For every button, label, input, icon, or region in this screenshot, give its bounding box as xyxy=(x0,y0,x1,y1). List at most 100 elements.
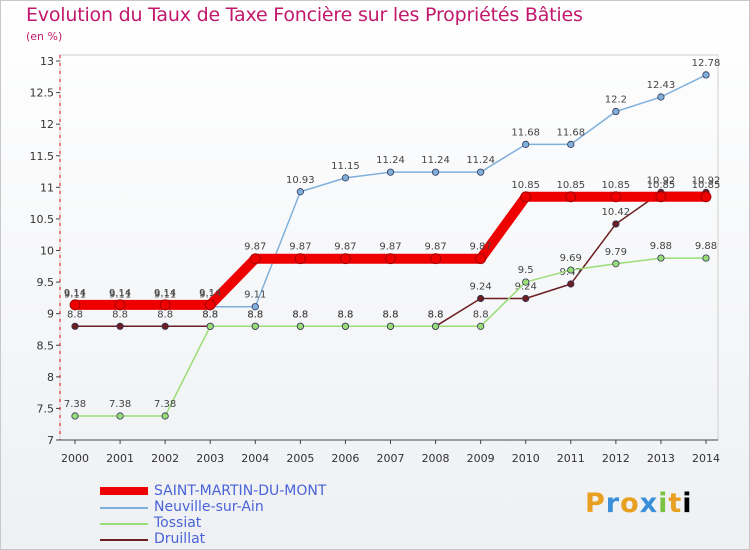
data-label-tossiat: 9.88 xyxy=(650,241,672,252)
legend-label-tossiat: Tossiat xyxy=(154,515,202,531)
data-point-neuville-sur-ain xyxy=(341,174,350,182)
x-tick-label: 2013 xyxy=(647,452,675,465)
data-point-neuville-sur-ain xyxy=(296,188,304,196)
logo-letter: o xyxy=(620,488,640,519)
data-point-neuville-sur-ain xyxy=(477,168,485,176)
data-label-tossiat: 8.8 xyxy=(292,309,308,320)
data-point-saint-martin-du-mont xyxy=(294,253,306,265)
data-point-saint-martin-du-mont xyxy=(565,191,577,203)
logo-letter: t xyxy=(668,488,683,519)
data-label-tossiat: 8.8 xyxy=(337,309,353,320)
data-point-tossiat xyxy=(341,322,350,330)
data-point-saint-martin-du-mont xyxy=(204,299,216,311)
data-label-druillat: 8.8 xyxy=(157,309,173,320)
data-label-saint-martin-du-mont: 10.85 xyxy=(511,180,540,191)
data-label-saint-martin-du-mont: 9.14 xyxy=(199,288,221,299)
data-point-saint-martin-du-mont xyxy=(69,299,81,311)
data-label-tossiat: 8.8 xyxy=(383,309,399,320)
data-label-saint-martin-du-mont: 9.87 xyxy=(379,242,401,253)
data-label-tossiat: 9.69 xyxy=(560,253,582,264)
chart-title: Evolution du Taux de Taxe Foncière sur l… xyxy=(26,4,583,26)
logo-letter: r xyxy=(605,488,621,519)
data-point-neuville-sur-ain xyxy=(522,140,530,148)
x-tick-label: 2003 xyxy=(196,452,224,465)
y-tick-label: 12 xyxy=(40,118,54,131)
data-point-neuville-sur-ain xyxy=(567,140,575,148)
data-label-druillat: 8.8 xyxy=(112,309,128,320)
data-point-tossiat xyxy=(522,278,530,286)
data-label-neuville-sur-ain: 9.11 xyxy=(154,290,176,301)
logo-letter: i xyxy=(682,488,693,519)
data-label-druillat: 10.42 xyxy=(602,207,631,218)
data-label-druillat: 10.92 xyxy=(647,175,676,186)
data-point-druillat xyxy=(522,294,530,303)
data-label-tossiat: 7.38 xyxy=(64,399,86,410)
data-label-saint-martin-du-mont: 10.85 xyxy=(692,180,721,191)
series-line-tossiat xyxy=(74,257,707,417)
data-label-neuville-sur-ain: 9.11 xyxy=(244,290,266,301)
y-tick-label: 8.5 xyxy=(37,339,55,352)
data-label-saint-martin-du-mont: 9.14 xyxy=(64,288,86,299)
data-label-neuville-sur-ain: 11.24 xyxy=(466,155,495,166)
data-label-neuville-sur-ain: 11.24 xyxy=(421,155,450,166)
data-label-tossiat: 7.38 xyxy=(109,399,131,410)
data-label-druillat: 8.8 xyxy=(292,309,308,320)
data-point-saint-martin-du-mont xyxy=(385,253,396,265)
data-point-tossiat xyxy=(161,412,169,420)
y-tick-label: 7 xyxy=(47,434,54,447)
x-tick-label: 2009 xyxy=(467,452,495,465)
data-point-neuville-sur-ain xyxy=(702,71,710,79)
data-label-neuville-sur-ain: 10.93 xyxy=(286,175,315,186)
data-point-druillat xyxy=(116,322,124,330)
y-tick-label: 10.5 xyxy=(30,213,55,226)
data-point-tossiat xyxy=(116,412,124,420)
y-tick-label: 11.5 xyxy=(30,150,55,163)
legend-label-druillat: Druillat xyxy=(154,531,206,547)
x-tick-label: 2000 xyxy=(61,452,89,465)
data-point-saint-martin-du-mont xyxy=(700,191,712,203)
data-point-neuville-sur-ain xyxy=(431,168,440,176)
data-label-tossiat: 8.8 xyxy=(247,309,263,320)
data-point-tossiat xyxy=(657,254,665,262)
data-point-saint-martin-du-mont xyxy=(475,253,487,265)
data-point-saint-martin-du-mont xyxy=(655,191,667,203)
data-point-saint-martin-du-mont xyxy=(159,299,171,311)
x-tick-label: 2005 xyxy=(286,452,314,465)
data-point-tossiat xyxy=(71,412,79,420)
data-point-tossiat xyxy=(477,322,485,330)
data-label-saint-martin-du-mont: 9.14 xyxy=(109,288,131,299)
data-label-tossiat: 8.8 xyxy=(428,309,444,320)
x-tick-label: 2001 xyxy=(106,452,134,465)
y-tick-label: 7.5 xyxy=(37,402,55,415)
data-label-druillat: 9.24 xyxy=(470,282,492,293)
data-point-neuville-sur-ain xyxy=(386,168,395,176)
data-label-neuville-sur-ain: 9.11 xyxy=(64,290,86,301)
data-label-druillat: 8.8 xyxy=(337,309,353,320)
y-tick-label: 10 xyxy=(40,245,54,258)
logo-letter: x xyxy=(639,488,659,519)
data-label-druillat: 8.8 xyxy=(383,309,399,320)
data-point-druillat xyxy=(71,322,79,330)
data-point-tossiat xyxy=(386,322,395,330)
data-label-neuville-sur-ain: 11.24 xyxy=(376,155,405,166)
data-point-saint-martin-du-mont xyxy=(249,253,261,265)
x-tick-label: 2010 xyxy=(512,452,540,465)
data-label-saint-martin-du-mont: 9.87 xyxy=(334,242,356,253)
data-label-druillat: 8.8 xyxy=(247,309,263,320)
legend-swatch-tossiat xyxy=(100,523,148,525)
data-label-neuville-sur-ain: 9.11 xyxy=(199,290,221,301)
legend-label-neuville: Neuville-sur-Ain xyxy=(154,499,264,515)
data-label-tossiat: 8.8 xyxy=(473,309,489,320)
data-label-saint-martin-du-mont: 9.87 xyxy=(244,242,266,253)
data-point-tossiat xyxy=(612,260,620,268)
legend-swatch-neuville xyxy=(100,507,148,509)
data-label-neuville-sur-ain: 11.68 xyxy=(511,127,540,138)
data-point-tossiat xyxy=(431,322,440,330)
x-tick-label: 2012 xyxy=(602,452,630,465)
data-point-druillat xyxy=(161,322,169,330)
data-point-druillat xyxy=(612,220,620,228)
data-label-saint-martin-du-mont: 10.85 xyxy=(602,180,631,191)
data-point-druillat xyxy=(567,280,575,288)
y-tick-label: 9 xyxy=(47,308,54,321)
